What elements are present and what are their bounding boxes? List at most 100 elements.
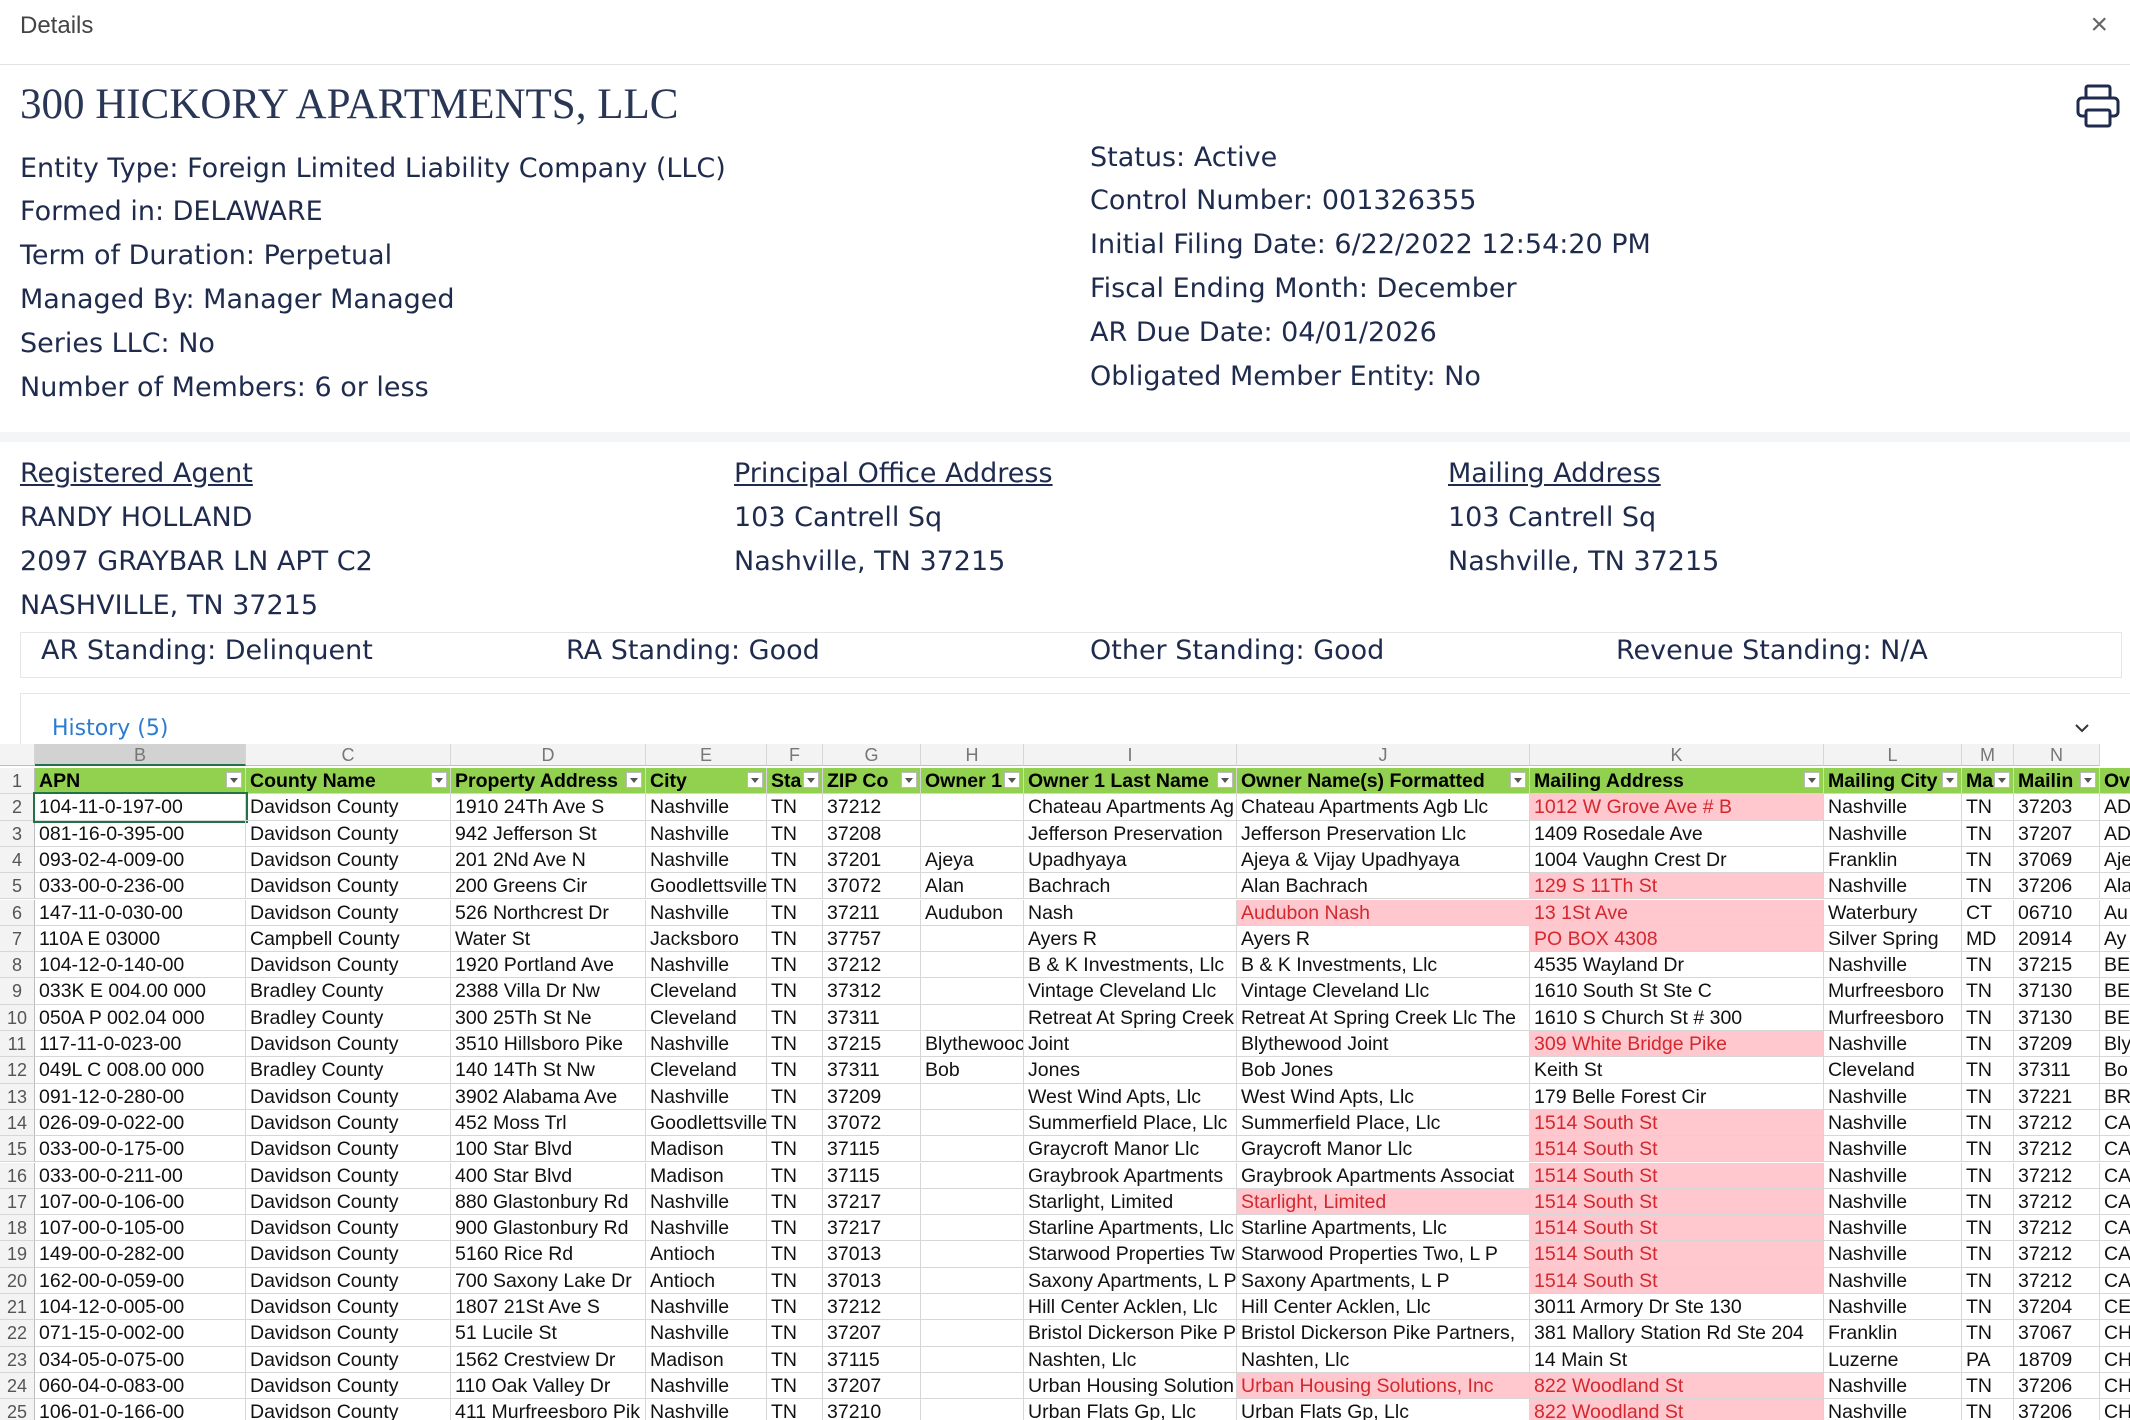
cell[interactable]: 37311: [823, 1057, 921, 1084]
cell[interactable]: Bristol Dickerson Pike Partners,: [1237, 1320, 1530, 1347]
cell[interactable]: 4535 Wayland Dr: [1530, 952, 1824, 979]
cell[interactable]: 37212: [2014, 1162, 2100, 1189]
cell[interactable]: Bachrach: [1024, 873, 1237, 900]
history-toggle[interactable]: History (5): [52, 716, 169, 741]
cell[interactable]: Summerfield Place, Llc: [1237, 1109, 1530, 1137]
cell[interactable]: Nashville: [1824, 794, 1962, 821]
cell[interactable]: Alan Bachrach: [1237, 873, 1530, 900]
cell[interactable]: 1514 South St: [1530, 1241, 1824, 1268]
cell[interactable]: CH: [2100, 1373, 2130, 1400]
cell[interactable]: 37207: [2014, 820, 2100, 847]
cell[interactable]: 129 S 11Th St: [1530, 873, 1824, 900]
cell[interactable]: Davidson County: [246, 1267, 451, 1294]
cell[interactable]: West Wind Apts, Llc: [1024, 1083, 1237, 1110]
cell[interactable]: Vintage Cleveland Llc: [1237, 978, 1530, 1005]
cell[interactable]: 1610 S Church St # 300: [1530, 1004, 1824, 1031]
filter-button[interactable]: [2080, 772, 2096, 788]
filter-button[interactable]: [626, 772, 642, 788]
cell[interactable]: 37212: [2014, 1188, 2100, 1216]
cell[interactable]: 526 Northcrest Dr: [451, 899, 646, 926]
cell[interactable]: Madison: [646, 1136, 767, 1163]
cell[interactable]: 37203: [2014, 794, 2100, 821]
cell[interactable]: TN: [767, 1346, 823, 1373]
cell[interactable]: TN: [1962, 794, 2014, 821]
cell[interactable]: TN: [1962, 978, 2014, 1005]
cell[interactable]: 14 Main St: [1530, 1346, 1824, 1373]
cell[interactable]: 026-09-0-022-00: [35, 1109, 246, 1137]
cell[interactable]: Franklin: [1824, 846, 1962, 874]
cell[interactable]: 147-11-0-030-00: [35, 899, 246, 926]
cell[interactable]: 37212: [823, 1294, 921, 1321]
cell[interactable]: Retreat At Spring Creek Llc The: [1237, 1004, 1530, 1031]
cell[interactable]: Davidson County: [246, 1320, 451, 1347]
cell[interactable]: 822 Woodland St: [1530, 1399, 1824, 1420]
cell[interactable]: Au: [2100, 900, 2130, 926]
cell[interactable]: 37067: [2014, 1320, 2100, 1347]
filter-button[interactable]: [431, 772, 447, 788]
cell[interactable]: TN: [1962, 846, 2014, 874]
cell[interactable]: Starlight, Limited: [1237, 1188, 1530, 1216]
cell[interactable]: Davidson County: [246, 1294, 451, 1321]
cell[interactable]: 37115: [823, 1136, 921, 1163]
cell[interactable]: Nashville: [646, 1083, 767, 1110]
cell[interactable]: [921, 978, 1024, 1005]
cell[interactable]: TN: [1962, 1267, 2014, 1294]
cell[interactable]: Cleveland: [646, 1057, 767, 1084]
cell[interactable]: CA: [2100, 1241, 2130, 1268]
cell[interactable]: Nashville: [1824, 1215, 1962, 1242]
cell[interactable]: 18709: [2014, 1346, 2100, 1373]
cell[interactable]: Nashville: [646, 1188, 767, 1216]
cell[interactable]: 104-12-0-005-00: [35, 1294, 246, 1321]
cell[interactable]: Luzerne: [1824, 1346, 1962, 1373]
filter-button[interactable]: [1217, 772, 1233, 788]
cell[interactable]: 452 Moss Trl: [451, 1109, 646, 1137]
cell[interactable]: Nashville: [646, 952, 767, 979]
cell[interactable]: Antioch: [646, 1267, 767, 1294]
cell[interactable]: 37217: [823, 1188, 921, 1216]
cell[interactable]: 381 Mallory Station Rd Ste 204: [1530, 1320, 1824, 1347]
cell[interactable]: Audubon: [921, 899, 1024, 926]
filter-button[interactable]: [803, 772, 819, 788]
cell[interactable]: AD: [2100, 821, 2130, 847]
cell[interactable]: Davidson County: [246, 1241, 451, 1268]
cell[interactable]: TN: [767, 794, 823, 821]
cell[interactable]: Nashville: [1824, 1162, 1962, 1189]
cell[interactable]: 411 Murfreesboro Pik: [451, 1399, 646, 1420]
cell[interactable]: Antioch: [646, 1241, 767, 1268]
cell[interactable]: 37311: [823, 1004, 921, 1031]
cell[interactable]: TN: [1962, 1004, 2014, 1031]
cell[interactable]: TN: [1962, 1399, 2014, 1420]
cell[interactable]: Nashville: [1824, 873, 1962, 900]
cell[interactable]: [921, 794, 1024, 821]
cell[interactable]: Nashville: [646, 1320, 767, 1347]
cell[interactable]: Ajeya: [921, 846, 1024, 874]
cell[interactable]: TN: [767, 1057, 823, 1084]
cell[interactable]: [921, 1109, 1024, 1137]
cell[interactable]: [921, 1399, 1024, 1420]
cell[interactable]: Urban Flats Gp, Llc: [1024, 1399, 1237, 1420]
cell[interactable]: TN: [1962, 1320, 2014, 1347]
cell[interactable]: TN: [1962, 820, 2014, 847]
cell[interactable]: 033-00-0-175-00: [35, 1136, 246, 1163]
cell[interactable]: Ay: [2100, 926, 2130, 953]
cell[interactable]: CA: [2100, 1136, 2130, 1163]
cell[interactable]: 20914: [2014, 925, 2100, 953]
cell[interactable]: [921, 1215, 1024, 1242]
cell[interactable]: TN: [1962, 952, 2014, 979]
cell[interactable]: Goodlettsville: [646, 1109, 767, 1137]
cell[interactable]: Graybrook Apartments Associat: [1237, 1162, 1530, 1189]
cell[interactable]: Nashville: [646, 899, 767, 926]
cell[interactable]: Bradley County: [246, 1004, 451, 1031]
cell[interactable]: 033-00-0-236-00: [35, 873, 246, 900]
cell[interactable]: 201 2Nd Ave N: [451, 846, 646, 874]
cell[interactable]: 37757: [823, 925, 921, 953]
cell[interactable]: TN: [767, 820, 823, 847]
cell[interactable]: 37209: [2014, 1031, 2100, 1058]
cell[interactable]: 400 Star Blvd: [451, 1162, 646, 1189]
cell[interactable]: [921, 1267, 1024, 1294]
cell[interactable]: 300 25Th St Ne: [451, 1004, 646, 1031]
chevron[interactable]: [2074, 722, 2090, 734]
cell[interactable]: CE: [2100, 1294, 2130, 1321]
cell[interactable]: TN: [1962, 1136, 2014, 1163]
cell[interactable]: Nash: [1024, 899, 1237, 926]
